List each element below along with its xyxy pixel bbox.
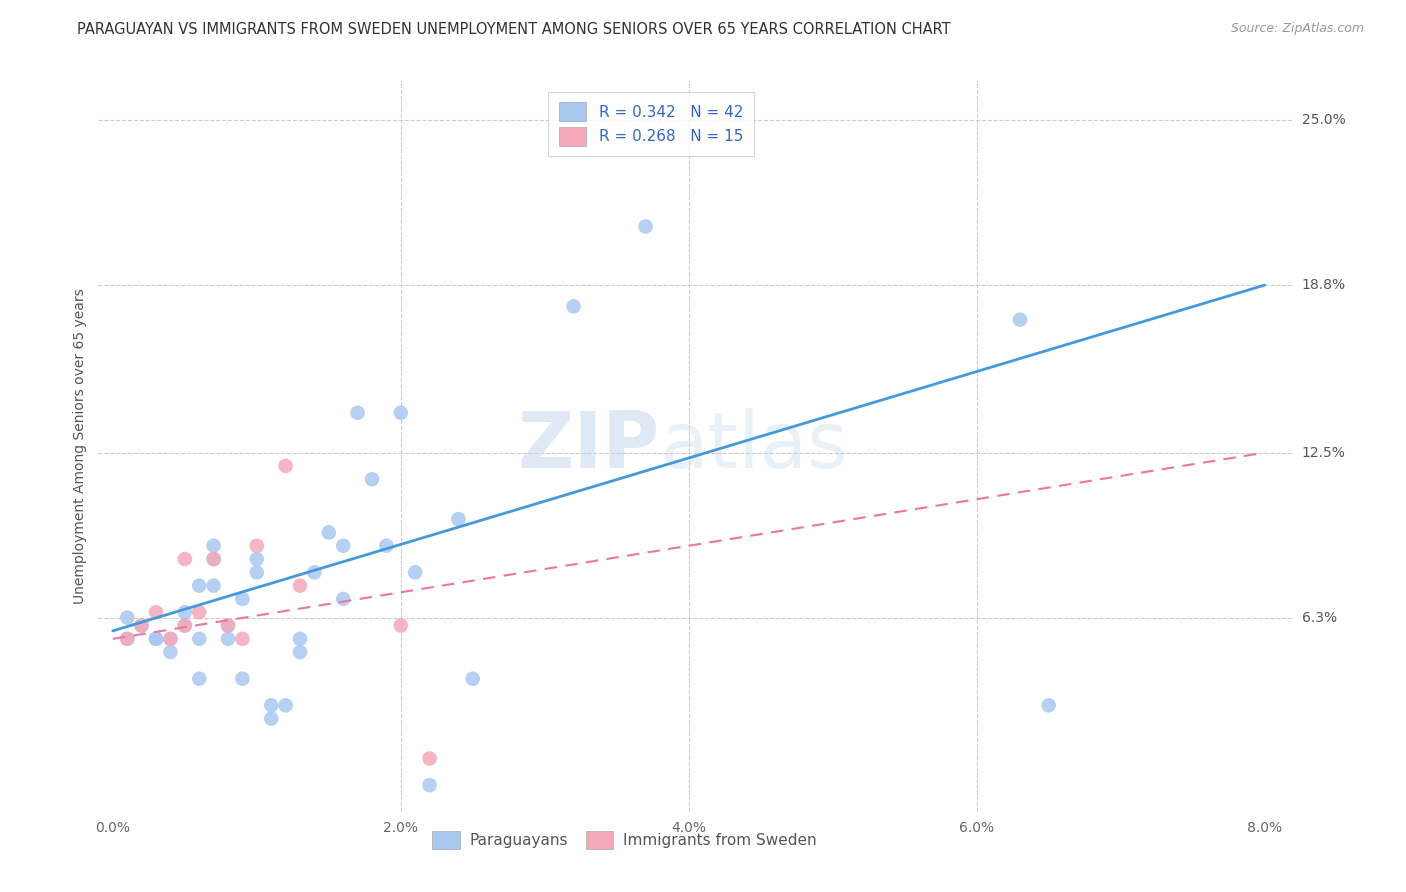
Point xyxy=(461,672,484,686)
Point xyxy=(288,579,311,593)
Point xyxy=(188,672,211,686)
Text: 6.3%: 6.3% xyxy=(1302,610,1337,624)
Point xyxy=(217,632,239,646)
Point xyxy=(173,605,195,619)
Point xyxy=(115,632,138,646)
Point xyxy=(173,618,195,632)
Point xyxy=(332,539,354,553)
Point xyxy=(288,645,311,659)
Point xyxy=(274,698,297,713)
Point xyxy=(202,539,225,553)
Point xyxy=(1038,698,1060,713)
Point xyxy=(332,591,354,606)
Point xyxy=(419,778,441,792)
Point xyxy=(231,591,253,606)
Point xyxy=(231,632,253,646)
Point xyxy=(131,618,153,632)
Point xyxy=(1008,312,1031,326)
Point xyxy=(202,552,225,566)
Point xyxy=(246,539,269,553)
Point xyxy=(202,579,225,593)
Point xyxy=(304,566,326,580)
Point xyxy=(246,552,269,566)
Text: PARAGUAYAN VS IMMIGRANTS FROM SWEDEN UNEMPLOYMENT AMONG SENIORS OVER 65 YEARS CO: PARAGUAYAN VS IMMIGRANTS FROM SWEDEN UNE… xyxy=(77,22,950,37)
Point xyxy=(260,698,283,713)
Point xyxy=(217,618,239,632)
Text: 18.8%: 18.8% xyxy=(1302,278,1346,292)
Text: atlas: atlas xyxy=(661,408,848,484)
Point xyxy=(447,512,470,526)
Point xyxy=(288,632,311,646)
Point xyxy=(562,299,585,313)
Point xyxy=(274,458,297,473)
Point xyxy=(145,605,167,619)
Point xyxy=(188,632,211,646)
Point xyxy=(346,406,368,420)
Legend: Paraguayans, Immigrants from Sweden: Paraguayans, Immigrants from Sweden xyxy=(426,824,823,855)
Point xyxy=(145,632,167,646)
Point xyxy=(375,539,398,553)
Text: ZIP: ZIP xyxy=(517,408,661,484)
Point xyxy=(202,552,225,566)
Point xyxy=(131,618,153,632)
Point xyxy=(159,632,181,646)
Point xyxy=(188,605,211,619)
Point xyxy=(145,632,167,646)
Point xyxy=(173,552,195,566)
Point xyxy=(115,632,138,646)
Point xyxy=(217,618,239,632)
Point xyxy=(404,566,426,580)
Point xyxy=(115,610,138,624)
Point xyxy=(634,219,657,234)
Point xyxy=(389,406,412,420)
Point xyxy=(159,645,181,659)
Point xyxy=(389,618,412,632)
Point xyxy=(188,579,211,593)
Point xyxy=(260,712,283,726)
Point xyxy=(159,632,181,646)
Point xyxy=(361,472,384,486)
Point xyxy=(173,618,195,632)
Point xyxy=(419,751,441,765)
Y-axis label: Unemployment Among Seniors over 65 years: Unemployment Among Seniors over 65 years xyxy=(73,288,87,604)
Text: 12.5%: 12.5% xyxy=(1302,446,1346,459)
Point xyxy=(246,566,269,580)
Point xyxy=(318,525,340,540)
Text: 25.0%: 25.0% xyxy=(1302,113,1346,128)
Text: Source: ZipAtlas.com: Source: ZipAtlas.com xyxy=(1230,22,1364,36)
Point xyxy=(231,672,253,686)
